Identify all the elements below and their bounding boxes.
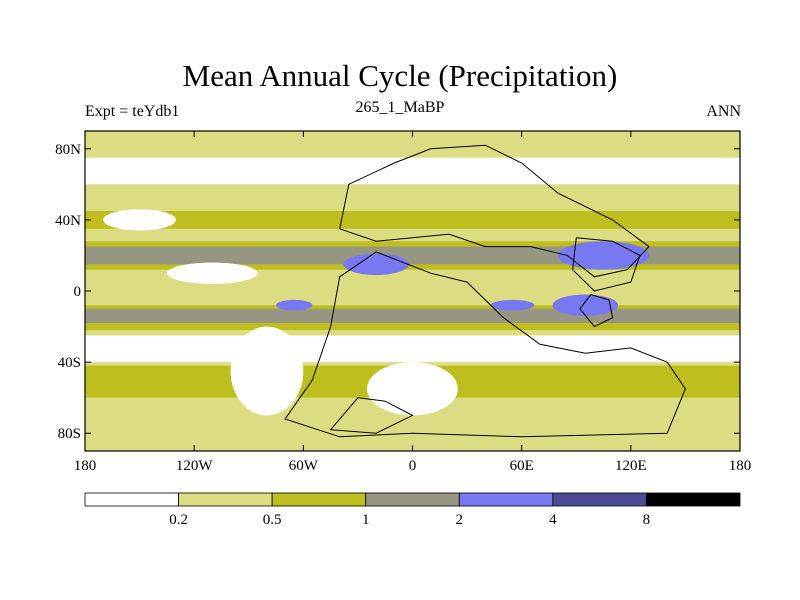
precip-band-6 (85, 282, 740, 300)
y-tick-label-4: 80S (58, 426, 81, 442)
coastlines (284, 144, 686, 438)
x-tick-label-6: 180 (729, 458, 752, 474)
y-tick-label-2: 0 (74, 284, 82, 300)
x-tick-label-1: 120W (176, 458, 214, 474)
run-label: 265_1_MaBP (355, 99, 445, 116)
colorbar-label-1: 0.5 (263, 512, 282, 528)
season-label: ANN (706, 103, 741, 120)
precip-cell-2 (552, 294, 619, 316)
coastline-laurasia (339, 144, 650, 278)
x-tick-label-3: 0 (409, 458, 417, 474)
precip-cell-4 (490, 299, 535, 311)
colorbar-bin-6 (646, 492, 741, 507)
precip-cell-0 (343, 253, 409, 275)
colorbar-label-0: 0.2 (169, 512, 188, 528)
x-tick-label-2: 60W (289, 458, 319, 474)
x-tick-label-0: 180 (74, 458, 97, 474)
colorbar-label-4: 4 (549, 512, 557, 528)
colorbar-bin-3 (365, 492, 460, 507)
colorbar-label-2: 1 (362, 512, 370, 528)
coastline-antarctic-peninsula (329, 397, 414, 434)
precip-cell-7 (103, 209, 176, 231)
colorbar-bin-1 (178, 492, 273, 507)
precip-cell-5 (230, 326, 304, 416)
precip-cell-8 (166, 262, 258, 284)
precip-band-1 (85, 157, 740, 185)
coastline-asia-block (572, 237, 641, 292)
colorbar-label-3: 2 (456, 512, 464, 528)
x-axis: 180 120W 60W 0 60E 120E 180 (74, 131, 752, 474)
precip-cell-3 (276, 299, 313, 311)
y-tick-label-1: 40N (55, 213, 81, 229)
coastline-gondwana (284, 251, 686, 438)
colorbar-bin-5 (552, 492, 647, 507)
precipitation-field (85, 131, 740, 451)
colorbar-bin-4 (458, 492, 554, 507)
y-tick-label-3: 40S (58, 355, 81, 371)
precip-cell-6 (367, 362, 458, 416)
coastline-east-block (579, 294, 614, 328)
y-tick-label-0: 80N (55, 142, 81, 158)
precip-band-3 (85, 211, 740, 229)
colorbar: 0.2 0.5 1 2 4 8 (84, 492, 741, 528)
experiment-label: Expt = teYdb1 (85, 103, 180, 120)
precip-cell-1 (558, 241, 650, 270)
precip-band-9 (85, 335, 740, 363)
precip-band-8 (85, 308, 740, 323)
chart-title: Mean Annual Cycle (Precipitation) (182, 58, 618, 93)
y-axis: 80N 40N 0 40S 80S (55, 142, 740, 442)
x-tick-label-5: 120E (615, 458, 647, 474)
colorbar-bin-0 (84, 492, 179, 507)
colorbar-label-5: 8 (643, 512, 651, 528)
x-tick-label-4: 60E (510, 458, 534, 474)
colorbar-bin-2 (271, 492, 367, 507)
